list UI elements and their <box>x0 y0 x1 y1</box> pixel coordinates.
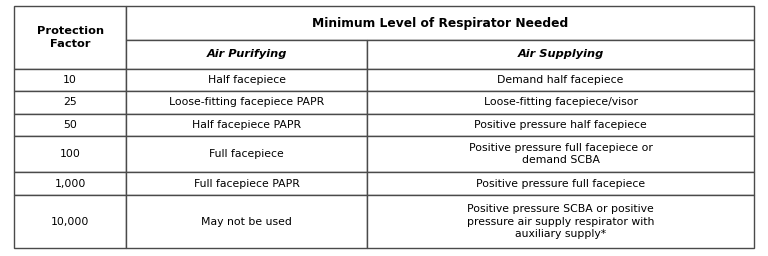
Text: 50: 50 <box>63 120 77 130</box>
Text: Loose-fitting facepiece PAPR: Loose-fitting facepiece PAPR <box>169 97 324 107</box>
Bar <box>367 40 754 69</box>
Bar <box>127 69 367 91</box>
Text: Demand half facepiece: Demand half facepiece <box>498 75 624 85</box>
Text: Positive pressure full facepiece or
demand SCBA: Positive pressure full facepiece or dema… <box>468 143 653 165</box>
Text: Half facepiece: Half facepiece <box>207 75 286 85</box>
Text: 10,000: 10,000 <box>51 217 89 227</box>
Bar <box>367 195 754 248</box>
Text: Air Purifying: Air Purifying <box>207 49 287 59</box>
Text: Full facepiece PAPR: Full facepiece PAPR <box>194 179 300 189</box>
Bar <box>14 114 127 136</box>
Bar <box>367 136 754 172</box>
Text: Loose-fitting facepiece/visor: Loose-fitting facepiece/visor <box>484 97 637 107</box>
Text: 25: 25 <box>63 97 77 107</box>
Text: 10: 10 <box>63 75 77 85</box>
Bar <box>367 69 754 91</box>
Bar <box>127 172 367 195</box>
Text: Air Supplying: Air Supplying <box>518 49 604 59</box>
Bar <box>14 6 127 69</box>
Bar <box>367 91 754 114</box>
Bar <box>127 40 367 69</box>
Bar <box>127 195 367 248</box>
Bar <box>14 195 127 248</box>
Bar <box>127 91 367 114</box>
Bar <box>14 69 127 91</box>
Bar <box>367 114 754 136</box>
Text: Full facepiece: Full facepiece <box>210 149 284 159</box>
Text: Positive pressure half facepiece: Positive pressure half facepiece <box>474 120 647 130</box>
Bar <box>14 172 127 195</box>
Text: Minimum Level of Respirator Needed: Minimum Level of Respirator Needed <box>312 17 568 29</box>
Text: Protection
Factor: Protection Factor <box>37 26 104 49</box>
Bar <box>367 172 754 195</box>
Bar <box>14 136 127 172</box>
Text: Positive pressure SCBA or positive
pressure air supply respirator with
auxiliary: Positive pressure SCBA or positive press… <box>467 204 654 239</box>
Text: Positive pressure full facepiece: Positive pressure full facepiece <box>476 179 645 189</box>
Bar <box>127 6 754 40</box>
Text: May not be used: May not be used <box>201 217 292 227</box>
Text: 1,000: 1,000 <box>55 179 86 189</box>
Text: Half facepiece PAPR: Half facepiece PAPR <box>192 120 301 130</box>
Bar <box>127 136 367 172</box>
Text: 100: 100 <box>60 149 81 159</box>
Bar <box>127 114 367 136</box>
Bar <box>14 91 127 114</box>
